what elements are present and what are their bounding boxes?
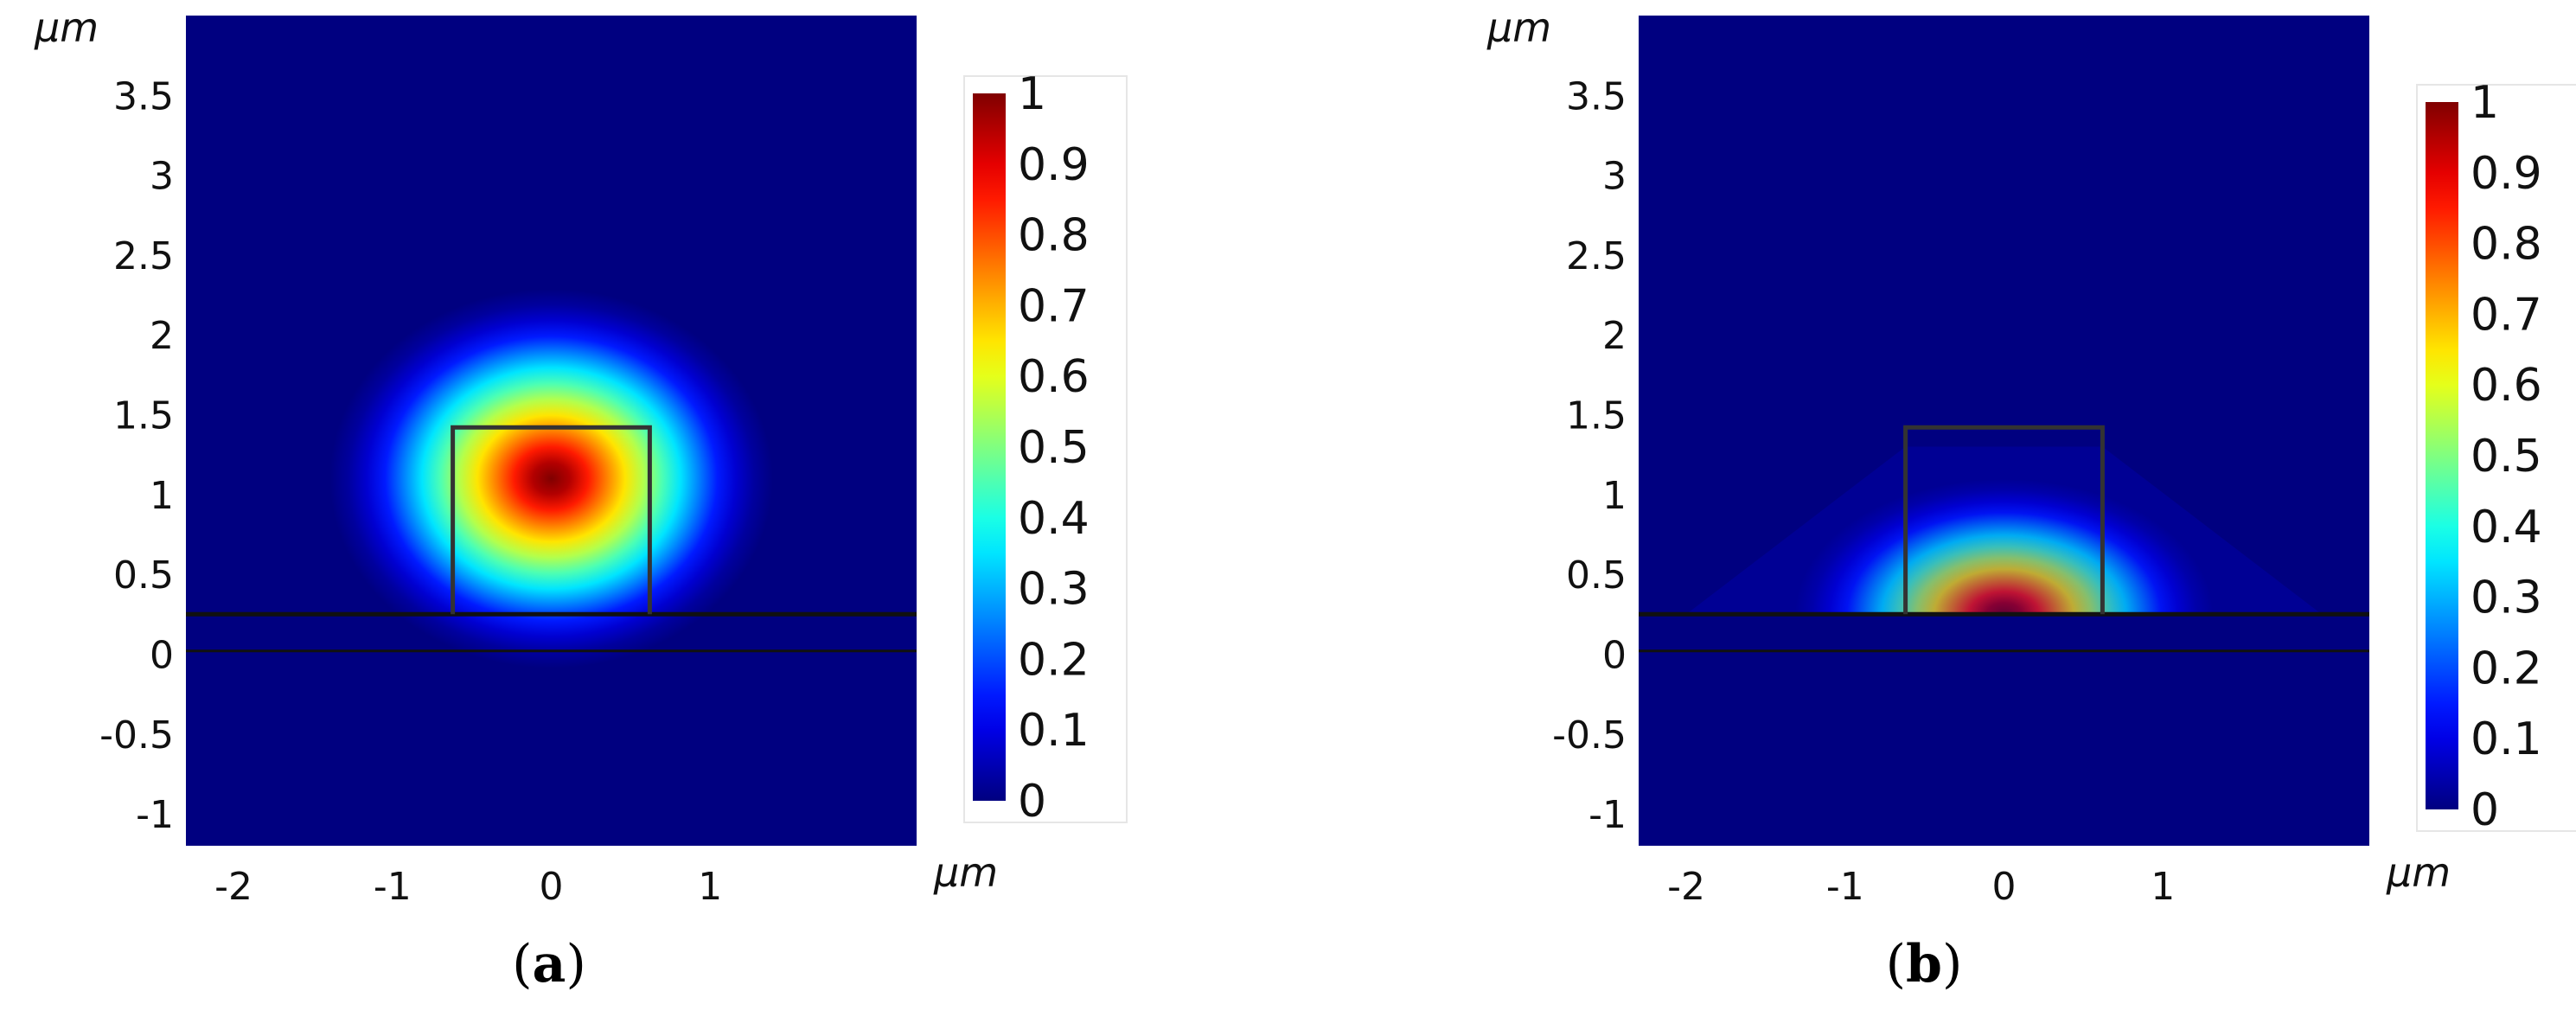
colorbar-tick-label: 0.9 [2471, 148, 2542, 200]
colorbar-tick-label: 0.1 [1018, 705, 1090, 757]
colorbar-tick-label: 0.5 [2471, 431, 2542, 483]
colorbar-tick-label: 0.5 [1018, 422, 1090, 474]
colorbar-tick-label: 0.2 [1018, 634, 1090, 686]
colorbar-tick-label: 0.9 [1018, 139, 1090, 191]
colorbar-tick-label: 0.4 [1018, 493, 1090, 545]
colorbar [2426, 102, 2458, 809]
x-tick-label: -1 [1826, 865, 1864, 909]
colorbar-tick-label: 0.1 [2471, 713, 2542, 765]
y-tick-label: 1.5 [1566, 394, 1627, 438]
y-tick-label: 0 [150, 633, 174, 677]
heatmap-background [1639, 16, 2369, 846]
y-tick-label: 3.5 [113, 74, 174, 118]
y-tick-label: -1 [1588, 793, 1627, 837]
colorbar-tick-label: 0.3 [1018, 564, 1090, 616]
y-axis-unit: μm [34, 4, 99, 51]
waveguide-outline [1903, 425, 2105, 615]
y-tick-label: 0.5 [113, 553, 174, 598]
x-tick-label: -2 [1667, 865, 1705, 909]
colorbar-tick-label: 0.8 [1018, 210, 1090, 262]
y-tick-label: 1.5 [113, 394, 174, 438]
field-intensity-mode [1794, 478, 2214, 615]
panel-b-caption-letter: b [1906, 934, 1942, 994]
y-tick-label: 3 [150, 155, 174, 199]
colorbar-tick-label: 1 [1018, 68, 1046, 120]
colorbar-tick-label: 0.7 [2471, 289, 2542, 341]
y-tick-label: 0 [1602, 633, 1627, 677]
x-tick-label: -1 [374, 865, 412, 909]
y-tick-label: -0.5 [1552, 713, 1627, 758]
waveguide-outline [451, 425, 652, 615]
colorbar-tick-label: 0.2 [2471, 643, 2542, 694]
colorbar-tick-label: 0 [1018, 776, 1046, 828]
colorbar-tick-label: 0 [2471, 784, 2499, 836]
heatmap-b-svg: 3.5 3 2.5 2 1.5 1 0.5 0 -0.5 -1 -2 -1 0 1 μm μm 1 0.9 0.8 0… [1486, 4, 2576, 909]
mode-profile-panel-b: 3.5 3 2.5 2 1.5 1 0.5 0 -0.5 -1 -2 -1 0 1 μm μm 1 0.9 0.8 0… [1453, 0, 2576, 1036]
colorbar-tick-label: 0.3 [2471, 572, 2542, 624]
x-axis-unit: μm [2386, 849, 2451, 896]
y-tick-label: -0.5 [99, 713, 174, 758]
y-tick-label: 2 [150, 314, 174, 358]
x-tick-label: 1 [698, 865, 722, 909]
colorbar [973, 93, 1006, 801]
y-tick-label: 2.5 [1566, 234, 1627, 278]
y-tick-label: 1 [150, 474, 174, 518]
x-tick-label: 0 [540, 865, 564, 909]
y-tick-label: 3.5 [1566, 74, 1627, 118]
panel-a-caption-letter: a [532, 934, 566, 994]
panel-b-caption: (b) [1885, 934, 1963, 994]
colorbar-tick-label: 0.7 [1018, 280, 1090, 332]
y-tick-label: 3 [1602, 155, 1627, 199]
y-tick-label: 2 [1602, 314, 1627, 358]
colorbar-tick-label: 0.6 [2471, 360, 2542, 412]
y-tick-label: 0.5 [1566, 553, 1627, 598]
mode-profile-panel-a: 3.5 3 2.5 2 1.5 1 0.5 0 -0.5 -1 -2 -1 0 1 μm μm 1 0.9 0.8 0… [0, 0, 1280, 1036]
y-tick-label: -1 [136, 793, 174, 837]
field-intensity-mode [329, 289, 773, 668]
x-tick-label: 0 [1992, 865, 2017, 909]
y-tick-label: 2.5 [113, 234, 174, 278]
y-axis-unit: μm [1486, 4, 1551, 51]
x-tick-label: -2 [214, 865, 252, 909]
x-tick-label: 1 [2151, 865, 2175, 909]
colorbar-tick-label: 0.8 [2471, 219, 2542, 271]
colorbar-tick-label: 0.6 [1018, 351, 1090, 403]
field-leakage-region [1686, 446, 2322, 615]
panel-a-caption: (a) [512, 934, 586, 994]
heatmap-a-svg: 3.5 3 2.5 2 1.5 1 0.5 0 -0.5 -1 -2 -1 0 1 μm μm 1 0.9 0.8 0… [34, 4, 1128, 909]
colorbar-tick-label: 1 [2471, 77, 2499, 129]
colorbar-tick-label: 0.4 [2471, 502, 2542, 553]
x-axis-unit: μm [933, 849, 998, 896]
y-tick-label: 1 [1602, 474, 1627, 518]
